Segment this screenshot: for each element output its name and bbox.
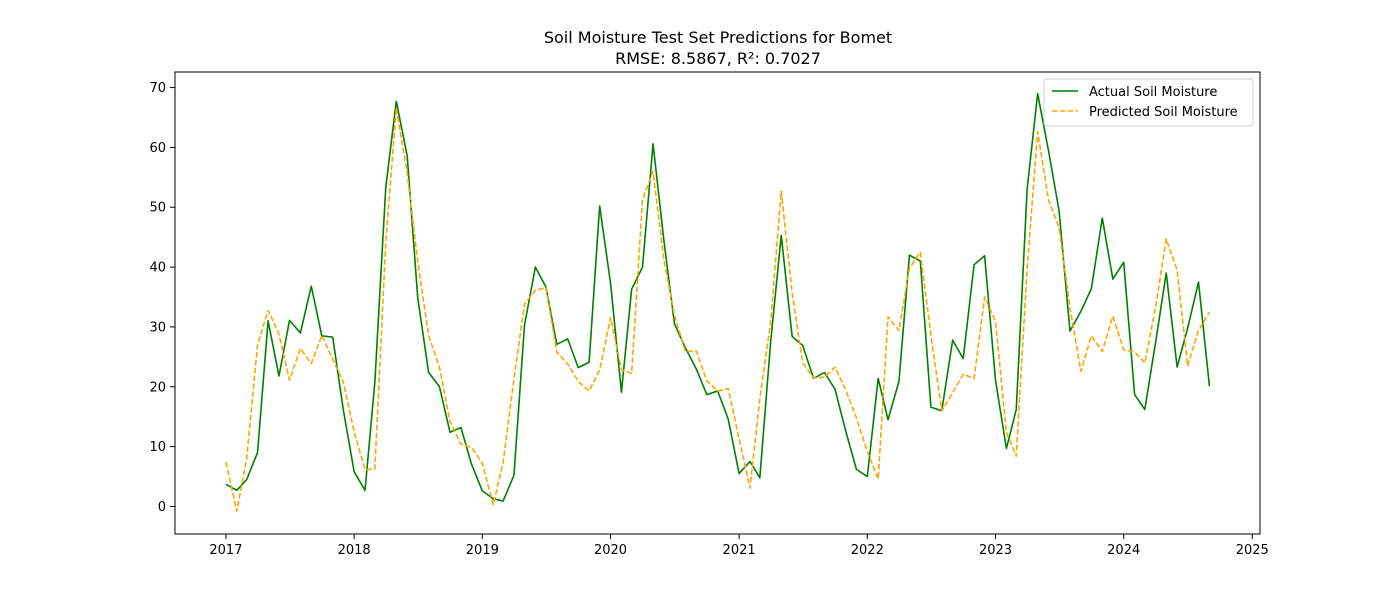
chart-title: Soil Moisture Test Set Predictions for B… [544,28,892,47]
y-tick-label: 0 [158,500,166,515]
x-tick-label: 2024 [1107,543,1140,558]
chart-subtitle: RMSE: 8.5867, R²: 0.7027 [615,49,821,68]
x-tick-label: 2025 [1236,543,1269,558]
y-axis: 0 10 20 30 40 50 60 70 [149,81,175,515]
series-layer [225,92,1211,513]
legend: Actual Soil Moisture Predicted Soil Mois… [1043,78,1254,127]
y-tick-label: 60 [149,141,166,156]
y-tick-label: 20 [149,380,166,395]
legend-label-actual: Actual Soil Moisture [1089,85,1217,100]
x-tick-label: 2023 [979,543,1012,558]
x-tick-label: 2017 [209,543,242,558]
x-tick-label: 2020 [594,543,627,558]
x-tick-label: 2021 [723,543,756,558]
y-tick-label: 30 [149,320,166,335]
plot-area [175,72,1260,534]
x-tick-label: 2019 [466,543,499,558]
x-tick-label: 2022 [851,543,884,558]
x-tick-label: 2018 [338,543,371,558]
legend-label-predicted: Predicted Soil Moisture [1089,105,1238,120]
plot-frame [174,71,1261,535]
y-tick-label: 10 [149,440,166,455]
x-axis: 2017 2018 2019 2020 2021 2022 2023 2024 2025 [209,534,1269,558]
y-tick-label: 70 [149,81,166,96]
y-tick-label: 50 [149,201,166,216]
y-tick-label: 40 [149,261,166,276]
series-line-predicted [225,107,1211,513]
legend-box [1043,78,1254,127]
